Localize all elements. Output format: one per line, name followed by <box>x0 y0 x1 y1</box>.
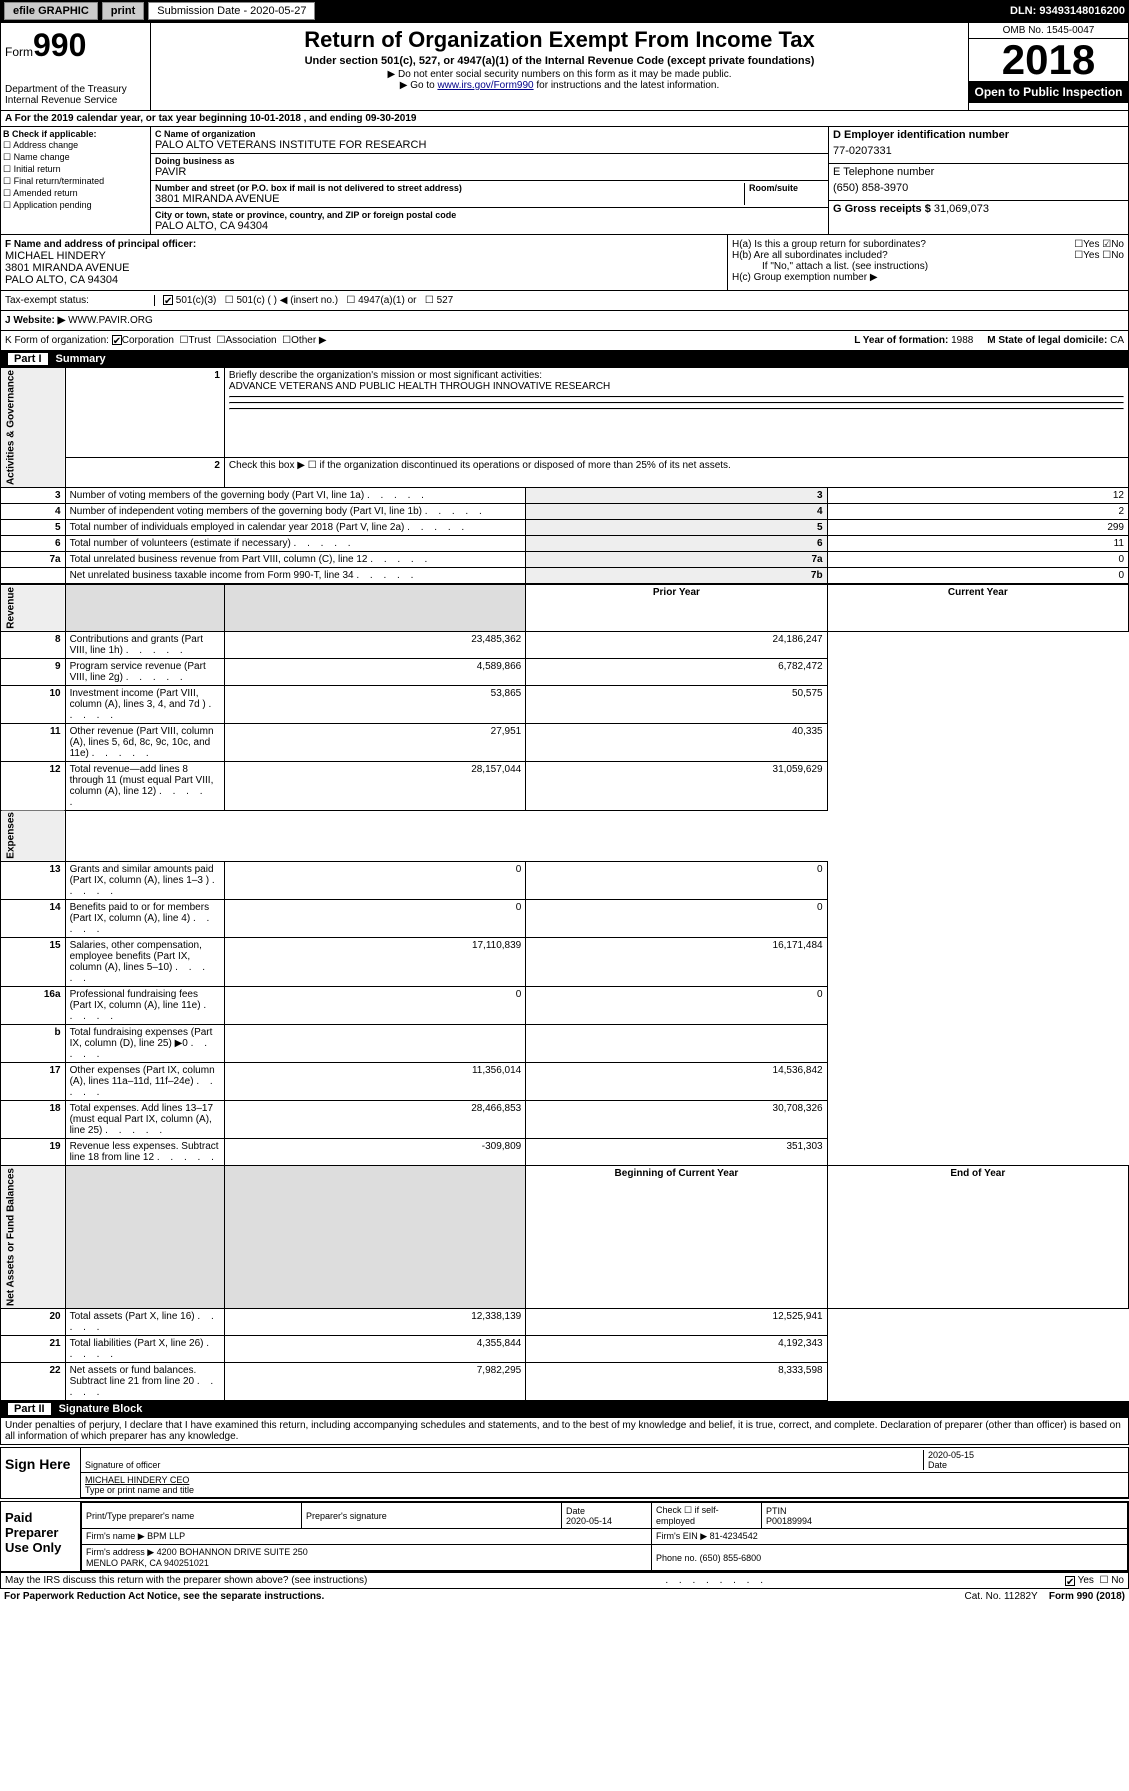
firm-name: BPM LLP <box>147 1531 185 1541</box>
chk-final[interactable]: ☐ Final return/terminated <box>3 176 148 187</box>
table-row: 21Total liabilities (Part X, line 26) . … <box>1 1336 1129 1363</box>
table-row: 9Program service revenue (Part VIII, lin… <box>1 658 1129 685</box>
table-row: 14Benefits paid to or for members (Part … <box>1 900 1129 938</box>
table-row: 18Total expenses. Add lines 13–17 (must … <box>1 1101 1129 1139</box>
summary-table: Activities & Governance 1 Briefly descri… <box>0 367 1129 1401</box>
tax-year: 2018 <box>969 39 1128 81</box>
firm-phone: (650) 855-6800 <box>700 1553 762 1563</box>
chk-name[interactable]: ☐ Name change <box>3 152 148 163</box>
table-row: 11Other revenue (Part VIII, column (A), … <box>1 723 1129 761</box>
period-row: A For the 2019 calendar year, or tax yea… <box>0 111 1129 127</box>
department-label: Department of the Treasury Internal Reve… <box>5 84 146 106</box>
part2-header: Part II Signature Block <box>0 1401 1129 1417</box>
form-header: Form990 Department of the Treasury Inter… <box>0 22 1129 111</box>
chk-address[interactable]: ☐ Address change <box>3 140 148 151</box>
chk-discuss-yes[interactable] <box>1065 1576 1075 1586</box>
mission-text: ADVANCE VETERANS AND PUBLIC HEALTH THROU… <box>229 381 610 392</box>
table-row: 13Grants and similar amounts paid (Part … <box>1 862 1129 900</box>
vlabel-netassets: Net Assets or Fund Balances <box>1 1166 66 1309</box>
chk-501c3[interactable] <box>163 295 173 305</box>
table-row: 16aProfessional fundraising fees (Part I… <box>1 987 1129 1025</box>
part1-header: Part I Summary <box>0 351 1129 367</box>
domicile-state: CA <box>1110 335 1124 346</box>
firm-ein: 81-4234542 <box>710 1531 758 1541</box>
top-bar: efile GRAPHIC print Submission Date - 20… <box>0 0 1129 22</box>
tax-status-row: Tax-exempt status: 501(c)(3) ☐ 501(c) ( … <box>0 291 1129 311</box>
table-row: 4Number of independent voting members of… <box>1 504 1129 520</box>
section-b-cd: B Check if applicable: ☐ Address change … <box>0 127 1129 235</box>
signature-block: Sign Here Signature of officer 2020-05-1… <box>0 1447 1129 1499</box>
city-state-zip: PALO ALTO, CA 94304 <box>155 220 824 232</box>
table-row: 17Other expenses (Part IX, column (A), l… <box>1 1063 1129 1101</box>
discuss-row: May the IRS discuss this return with the… <box>0 1572 1129 1589</box>
table-row: 20Total assets (Part X, line 16) . . . .… <box>1 1309 1129 1336</box>
table-row: 3Number of voting members of the governi… <box>1 488 1129 504</box>
table-row: 5Total number of individuals employed in… <box>1 520 1129 536</box>
vlabel-expenses: Expenses <box>1 810 66 862</box>
open-public-badge: Open to Public Inspection <box>969 81 1128 103</box>
form-subtitle: Under section 501(c), 527, or 4947(a)(1)… <box>155 55 964 67</box>
telephone: (650) 858-3970 <box>833 178 1124 198</box>
col-b-checkboxes: B Check if applicable: ☐ Address change … <box>1 127 151 234</box>
chk-initial[interactable]: ☐ Initial return <box>3 164 148 175</box>
kform-row: K Form of organization: Corporation ☐ Tr… <box>0 331 1129 351</box>
table-row: 22Net assets or fund balances. Subtract … <box>1 1363 1129 1401</box>
table-row: 8Contributions and grants (Part VIII, li… <box>1 631 1129 658</box>
form-note2: ▶ Go to www.irs.gov/Form990 for instruct… <box>155 80 964 91</box>
chk-pending[interactable]: ☐ Application pending <box>3 200 148 211</box>
dba: PAVIR <box>155 166 824 178</box>
table-row: 10Investment income (Part VIII, column (… <box>1 685 1129 723</box>
officer-name: MICHAEL HINDERY <box>5 250 723 262</box>
ptin: P00189994 <box>766 1516 812 1526</box>
perjury-text: Under penalties of perjury, I declare th… <box>0 1417 1129 1445</box>
org-name: PALO ALTO VETERANS INSTITUTE FOR RESEARC… <box>155 139 824 151</box>
irs-link[interactable]: www.irs.gov/Form990 <box>437 80 533 91</box>
table-row: Net unrelated business taxable income fr… <box>1 568 1129 584</box>
website-row: J Website: ▶ WWW.PAVIR.ORG <box>0 311 1129 331</box>
table-row: 12Total revenue—add lines 8 through 11 (… <box>1 761 1129 810</box>
street-address: 3801 MIRANDA AVENUE <box>155 193 744 205</box>
table-row: 15Salaries, other compensation, employee… <box>1 938 1129 987</box>
form-note1: ▶ Do not enter social security numbers o… <box>155 69 964 80</box>
vlabel-governance: Activities & Governance <box>1 368 66 488</box>
signer-name: MICHAEL HINDERY CEO <box>85 1475 189 1485</box>
vlabel-revenue: Revenue <box>1 585 66 632</box>
website-url: WWW.PAVIR.ORG <box>68 315 153 326</box>
section-fgh: F Name and address of principal officer:… <box>0 235 1129 291</box>
table-row: 7aTotal unrelated business revenue from … <box>1 552 1129 568</box>
form-number: Form990 <box>5 27 146 64</box>
year-formation: 1988 <box>951 335 973 346</box>
table-row: 19Revenue less expenses. Subtract line 1… <box>1 1139 1129 1166</box>
efile-button[interactable]: efile GRAPHIC <box>4 2 98 20</box>
form-title: Return of Organization Exempt From Incom… <box>155 27 964 53</box>
paid-preparer-block: Paid Preparer Use Only Print/Type prepar… <box>0 1501 1129 1572</box>
submission-date: Submission Date - 2020-05-27 <box>148 2 315 20</box>
gross-receipts: 31,069,073 <box>934 203 989 215</box>
print-button[interactable]: print <box>102 2 144 20</box>
table-row: 6Total number of volunteers (estimate if… <box>1 536 1129 552</box>
footer: For Paperwork Reduction Act Notice, see … <box>0 1589 1129 1604</box>
chk-corporation[interactable] <box>112 335 122 345</box>
table-row: bTotal fundraising expenses (Part IX, co… <box>1 1025 1129 1063</box>
ein: 77-0207331 <box>833 141 1124 161</box>
chk-amended[interactable]: ☐ Amended return <box>3 188 148 199</box>
dln-label: DLN: 93493148016200 <box>1010 5 1125 17</box>
